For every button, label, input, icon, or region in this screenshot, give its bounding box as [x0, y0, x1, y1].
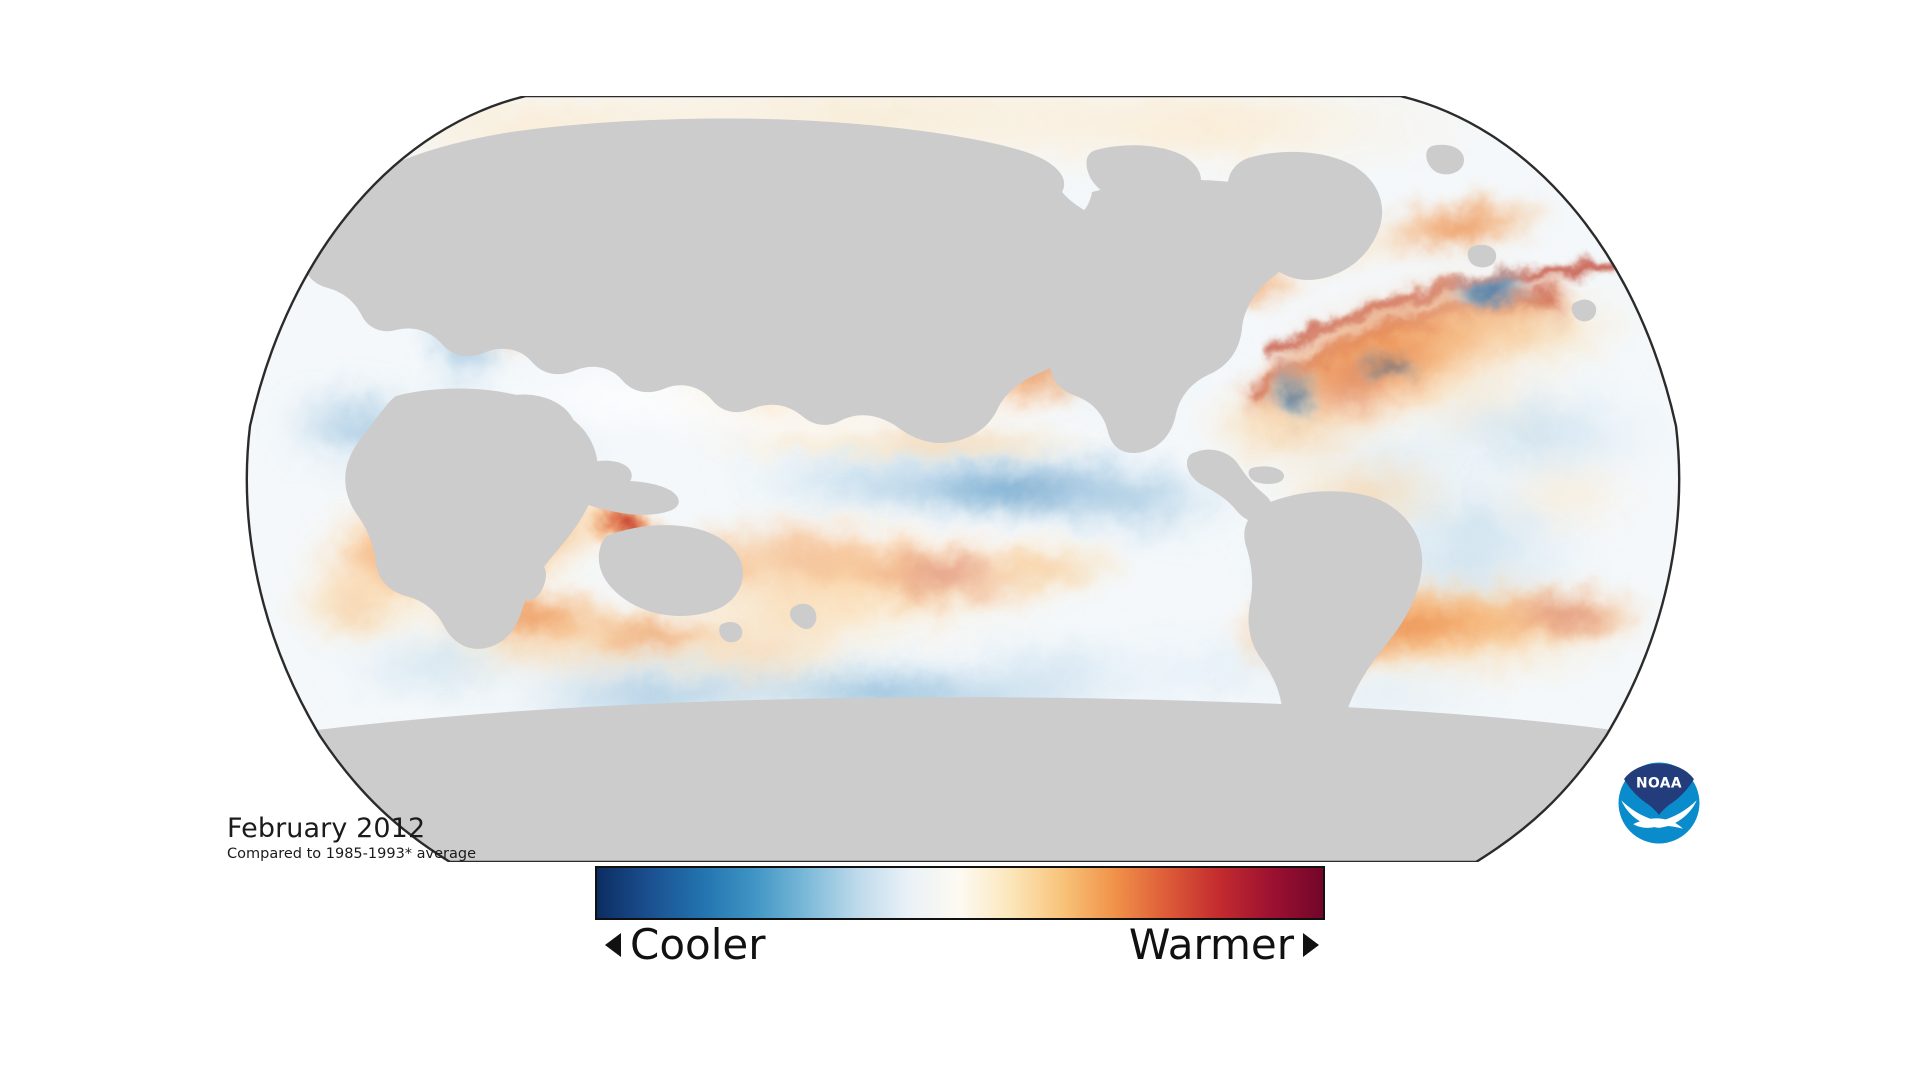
land-borneo — [583, 460, 632, 488]
land-madagascar — [518, 561, 546, 601]
sst-anomaly-map — [236, 96, 1690, 862]
triangle-right-icon — [1303, 933, 1319, 957]
legend-warmer: Warmer — [1129, 924, 1319, 966]
land-central-america — [1186, 449, 1273, 523]
land-iceland — [1467, 244, 1497, 268]
land-india — [493, 394, 577, 515]
map-canvas — [245, 96, 1681, 862]
legend-warmer-label: Warmer — [1128, 920, 1294, 969]
land-caribbean — [1248, 466, 1284, 484]
legend-cooler-label: Cooler — [630, 920, 766, 969]
noaa-logo-wave-upper — [1621, 800, 1697, 828]
legend-label-row: Cooler Warmer — [595, 924, 1325, 980]
land-eurasia — [305, 118, 1150, 444]
noaa-logo-gull — [1624, 763, 1694, 815]
color-scale-bar — [595, 866, 1325, 920]
map-contents — [246, 96, 1680, 862]
land-indonesia — [566, 480, 679, 515]
map-caption: February 2012 Compared to 1985-1993* ave… — [227, 814, 647, 863]
noaa-logo-wordmark: NOAA — [1636, 775, 1682, 791]
land-british-isles — [1571, 299, 1597, 322]
land-japan — [513, 239, 549, 278]
triangle-left-icon — [605, 933, 621, 957]
land-svalbard — [1426, 144, 1464, 175]
land-tasmania — [719, 622, 743, 643]
map-outline — [245, 96, 1681, 862]
land-south-america — [1244, 491, 1423, 741]
noaa-logo-svg: NOAA — [1618, 762, 1700, 844]
land-antarctica — [246, 697, 1680, 862]
legend-cooler: Cooler — [605, 924, 766, 966]
caption-subtitle: Compared to 1985-1993* average — [227, 846, 477, 863]
noaa-logo: NOAA — [1613, 757, 1705, 849]
landmasses — [246, 118, 1680, 862]
land-north-america — [1020, 179, 1304, 454]
page-title: February 2012 — [227, 813, 426, 844]
land-australia — [598, 525, 743, 616]
legend: Cooler Warmer — [595, 866, 1325, 980]
noaa-logo-wave-lower — [1633, 818, 1683, 829]
land-new-zealand — [789, 603, 817, 630]
